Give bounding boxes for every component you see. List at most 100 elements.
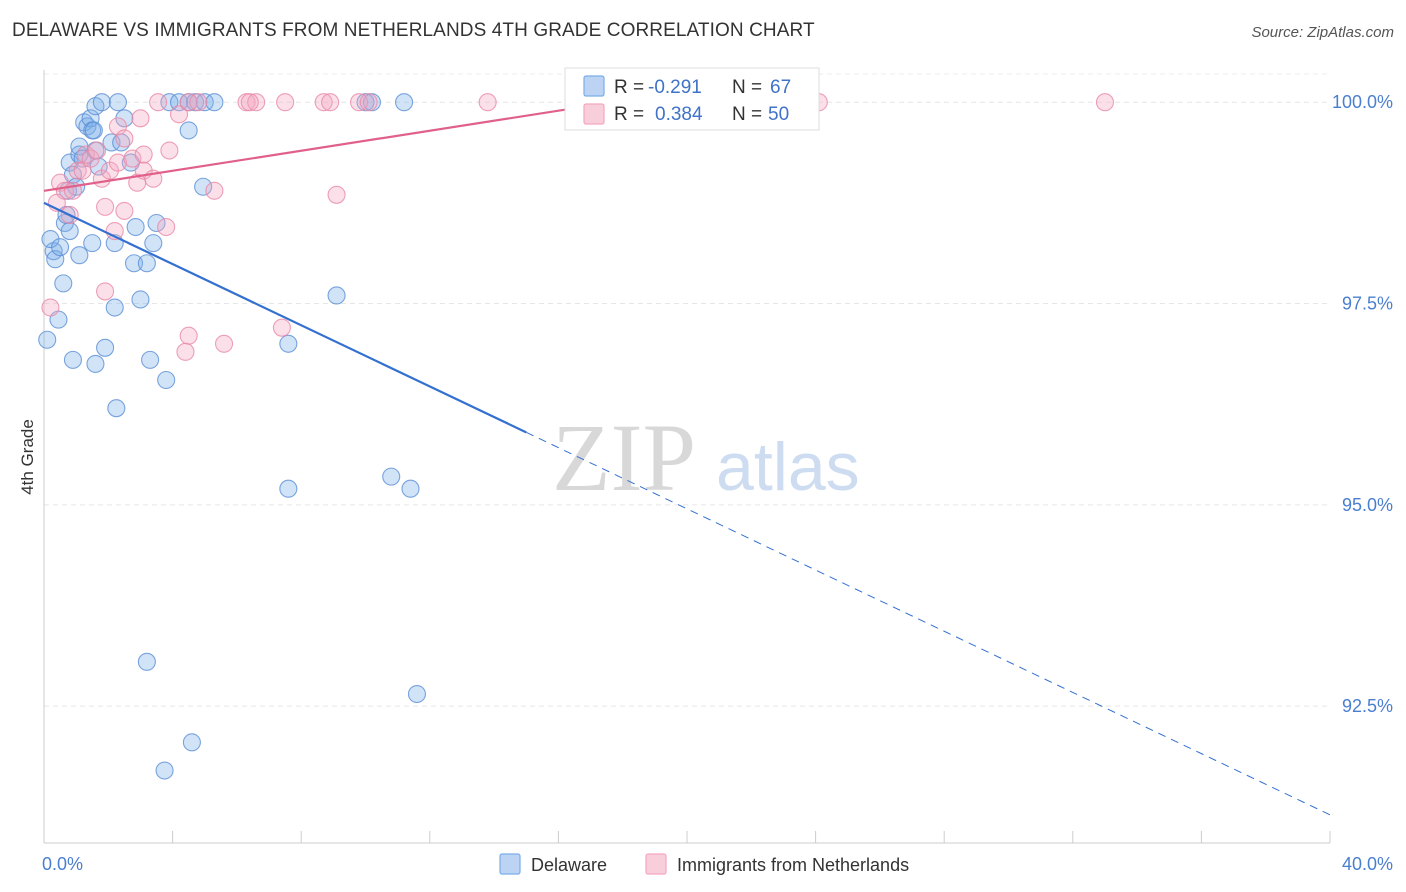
point-netherlands-41 — [321, 93, 340, 112]
legend-r-value-netherlands: 0.384 — [655, 104, 703, 125]
point-delaware-27 — [108, 93, 127, 112]
y-tick-label-2: 95.0% — [1342, 495, 1393, 515]
point-delaware-21 — [84, 121, 103, 140]
point-netherlands-21 — [96, 282, 115, 301]
point-delaware-59 — [137, 652, 156, 671]
point-delaware-9 — [60, 221, 79, 241]
y-tick-labels: 100.0% 97.5% 95.0% 92.5% — [1332, 92, 1393, 716]
point-delaware-52 — [107, 399, 126, 418]
trend-lines — [43, 101, 1331, 816]
bottom-legend-label-delaware: Delaware — [531, 855, 607, 875]
point-netherlands-39 — [276, 93, 295, 112]
point-netherlands-27 — [160, 141, 179, 160]
point-delaware-65 — [395, 93, 414, 112]
point-delaware-44 — [83, 234, 102, 253]
point-netherlands-28 — [169, 105, 189, 124]
point-delaware-39 — [179, 121, 198, 140]
y-tick-label-1: 97.5% — [1342, 294, 1393, 314]
point-delaware-50 — [141, 350, 160, 369]
point-delaware-33 — [137, 254, 156, 273]
watermark-atlas: atlas — [716, 429, 860, 505]
point-delaware-55 — [327, 286, 346, 305]
trend-line-extension-delaware — [526, 431, 1331, 816]
legend-r-value-delaware: -0.291 — [648, 77, 702, 98]
x-tick-label-1: 40.0% — [1342, 854, 1393, 874]
point-netherlands-23 — [134, 145, 153, 164]
point-netherlands-33 — [214, 334, 234, 353]
point-delaware-53 — [194, 177, 213, 196]
grid-lines — [44, 73, 1330, 707]
point-delaware-49 — [131, 290, 150, 309]
point-netherlands-30 — [189, 93, 208, 112]
data-points — [38, 93, 1114, 780]
point-delaware-25 — [92, 93, 111, 112]
point-delaware-41 — [195, 93, 214, 112]
point-delaware-56 — [279, 479, 298, 498]
point-delaware-43 — [70, 246, 89, 265]
point-delaware-34 — [144, 234, 163, 253]
point-delaware-48 — [105, 298, 124, 317]
point-netherlands-36 — [272, 318, 291, 337]
point-netherlands-14 — [115, 129, 134, 148]
point-netherlands-17 — [123, 149, 142, 168]
point-netherlands-48 — [1095, 93, 1114, 112]
point-delaware-0 — [38, 330, 57, 349]
point-delaware-42 — [205, 93, 224, 112]
point-netherlands-44 — [359, 93, 378, 112]
trend-line-delaware — [43, 201, 527, 434]
point-netherlands-45 — [478, 93, 497, 112]
legend-n-value-netherlands: 50 — [768, 104, 789, 125]
legend-swatch-netherlands — [583, 103, 605, 125]
point-delaware-3 — [46, 250, 65, 269]
point-delaware-32 — [126, 217, 145, 237]
bottom-legend-swatch-delaware — [499, 853, 521, 875]
point-delaware-35 — [147, 213, 166, 233]
point-netherlands-19 — [115, 201, 134, 220]
bottom-legend-label-netherlands: Immigrants from Netherlands — [677, 855, 909, 875]
point-netherlands-26 — [149, 93, 168, 112]
watermark-zip: ZIP — [552, 404, 696, 511]
point-delaware-57 — [382, 467, 401, 486]
point-delaware-54 — [279, 334, 298, 353]
point-netherlands-29 — [179, 93, 198, 112]
point-netherlands-18 — [96, 197, 115, 216]
point-netherlands-43 — [350, 93, 369, 112]
point-delaware-47 — [96, 338, 115, 357]
legend: R = -0.291 N = 67 R = 0.384 N = 50 — [564, 67, 820, 131]
point-delaware-58 — [401, 479, 420, 498]
chart-title: DELAWARE VS IMMIGRANTS FROM NETHERLANDS … — [12, 20, 815, 41]
y-tick-label-0: 100.0% — [1332, 92, 1393, 112]
x-axis-ticks — [43, 831, 1331, 843]
point-netherlands-22 — [131, 109, 150, 128]
point-delaware-31 — [124, 254, 144, 273]
point-delaware-66 — [63, 350, 82, 369]
source-label: Source: ZipAtlas.com — [1251, 24, 1394, 41]
point-netherlands-16 — [108, 153, 127, 172]
legend-n-value-delaware: 67 — [770, 77, 791, 98]
legend-swatch-delaware — [583, 75, 605, 97]
point-netherlands-32 — [157, 217, 176, 237]
watermark: ZIP atlas — [552, 404, 860, 511]
point-netherlands-34 — [179, 326, 198, 345]
point-delaware-51 — [157, 370, 176, 390]
point-delaware-6 — [54, 274, 73, 293]
point-delaware-5 — [51, 238, 70, 257]
bottom-legend-swatch-netherlands — [645, 853, 667, 875]
point-netherlands-49 — [240, 93, 259, 112]
point-netherlands-40 — [314, 93, 333, 112]
point-netherlands-31 — [205, 181, 224, 200]
point-netherlands-42 — [327, 185, 346, 204]
legend-n-label-netherlands: N = — [732, 104, 762, 125]
x-tick-label-0: 0.0% — [42, 854, 83, 874]
point-delaware-60 — [407, 684, 426, 704]
x-tick-labels: 0.0% 40.0% — [42, 854, 1393, 874]
point-delaware-46 — [86, 354, 105, 373]
point-delaware-61 — [182, 733, 201, 752]
legend-box — [564, 67, 820, 131]
legend-r-label-delaware: R = — [614, 77, 644, 98]
point-netherlands-38 — [247, 93, 266, 112]
point-netherlands-10 — [87, 141, 107, 160]
legend-r-label-netherlands: R = — [614, 104, 644, 125]
legend-n-label-delaware: N = — [732, 77, 762, 98]
